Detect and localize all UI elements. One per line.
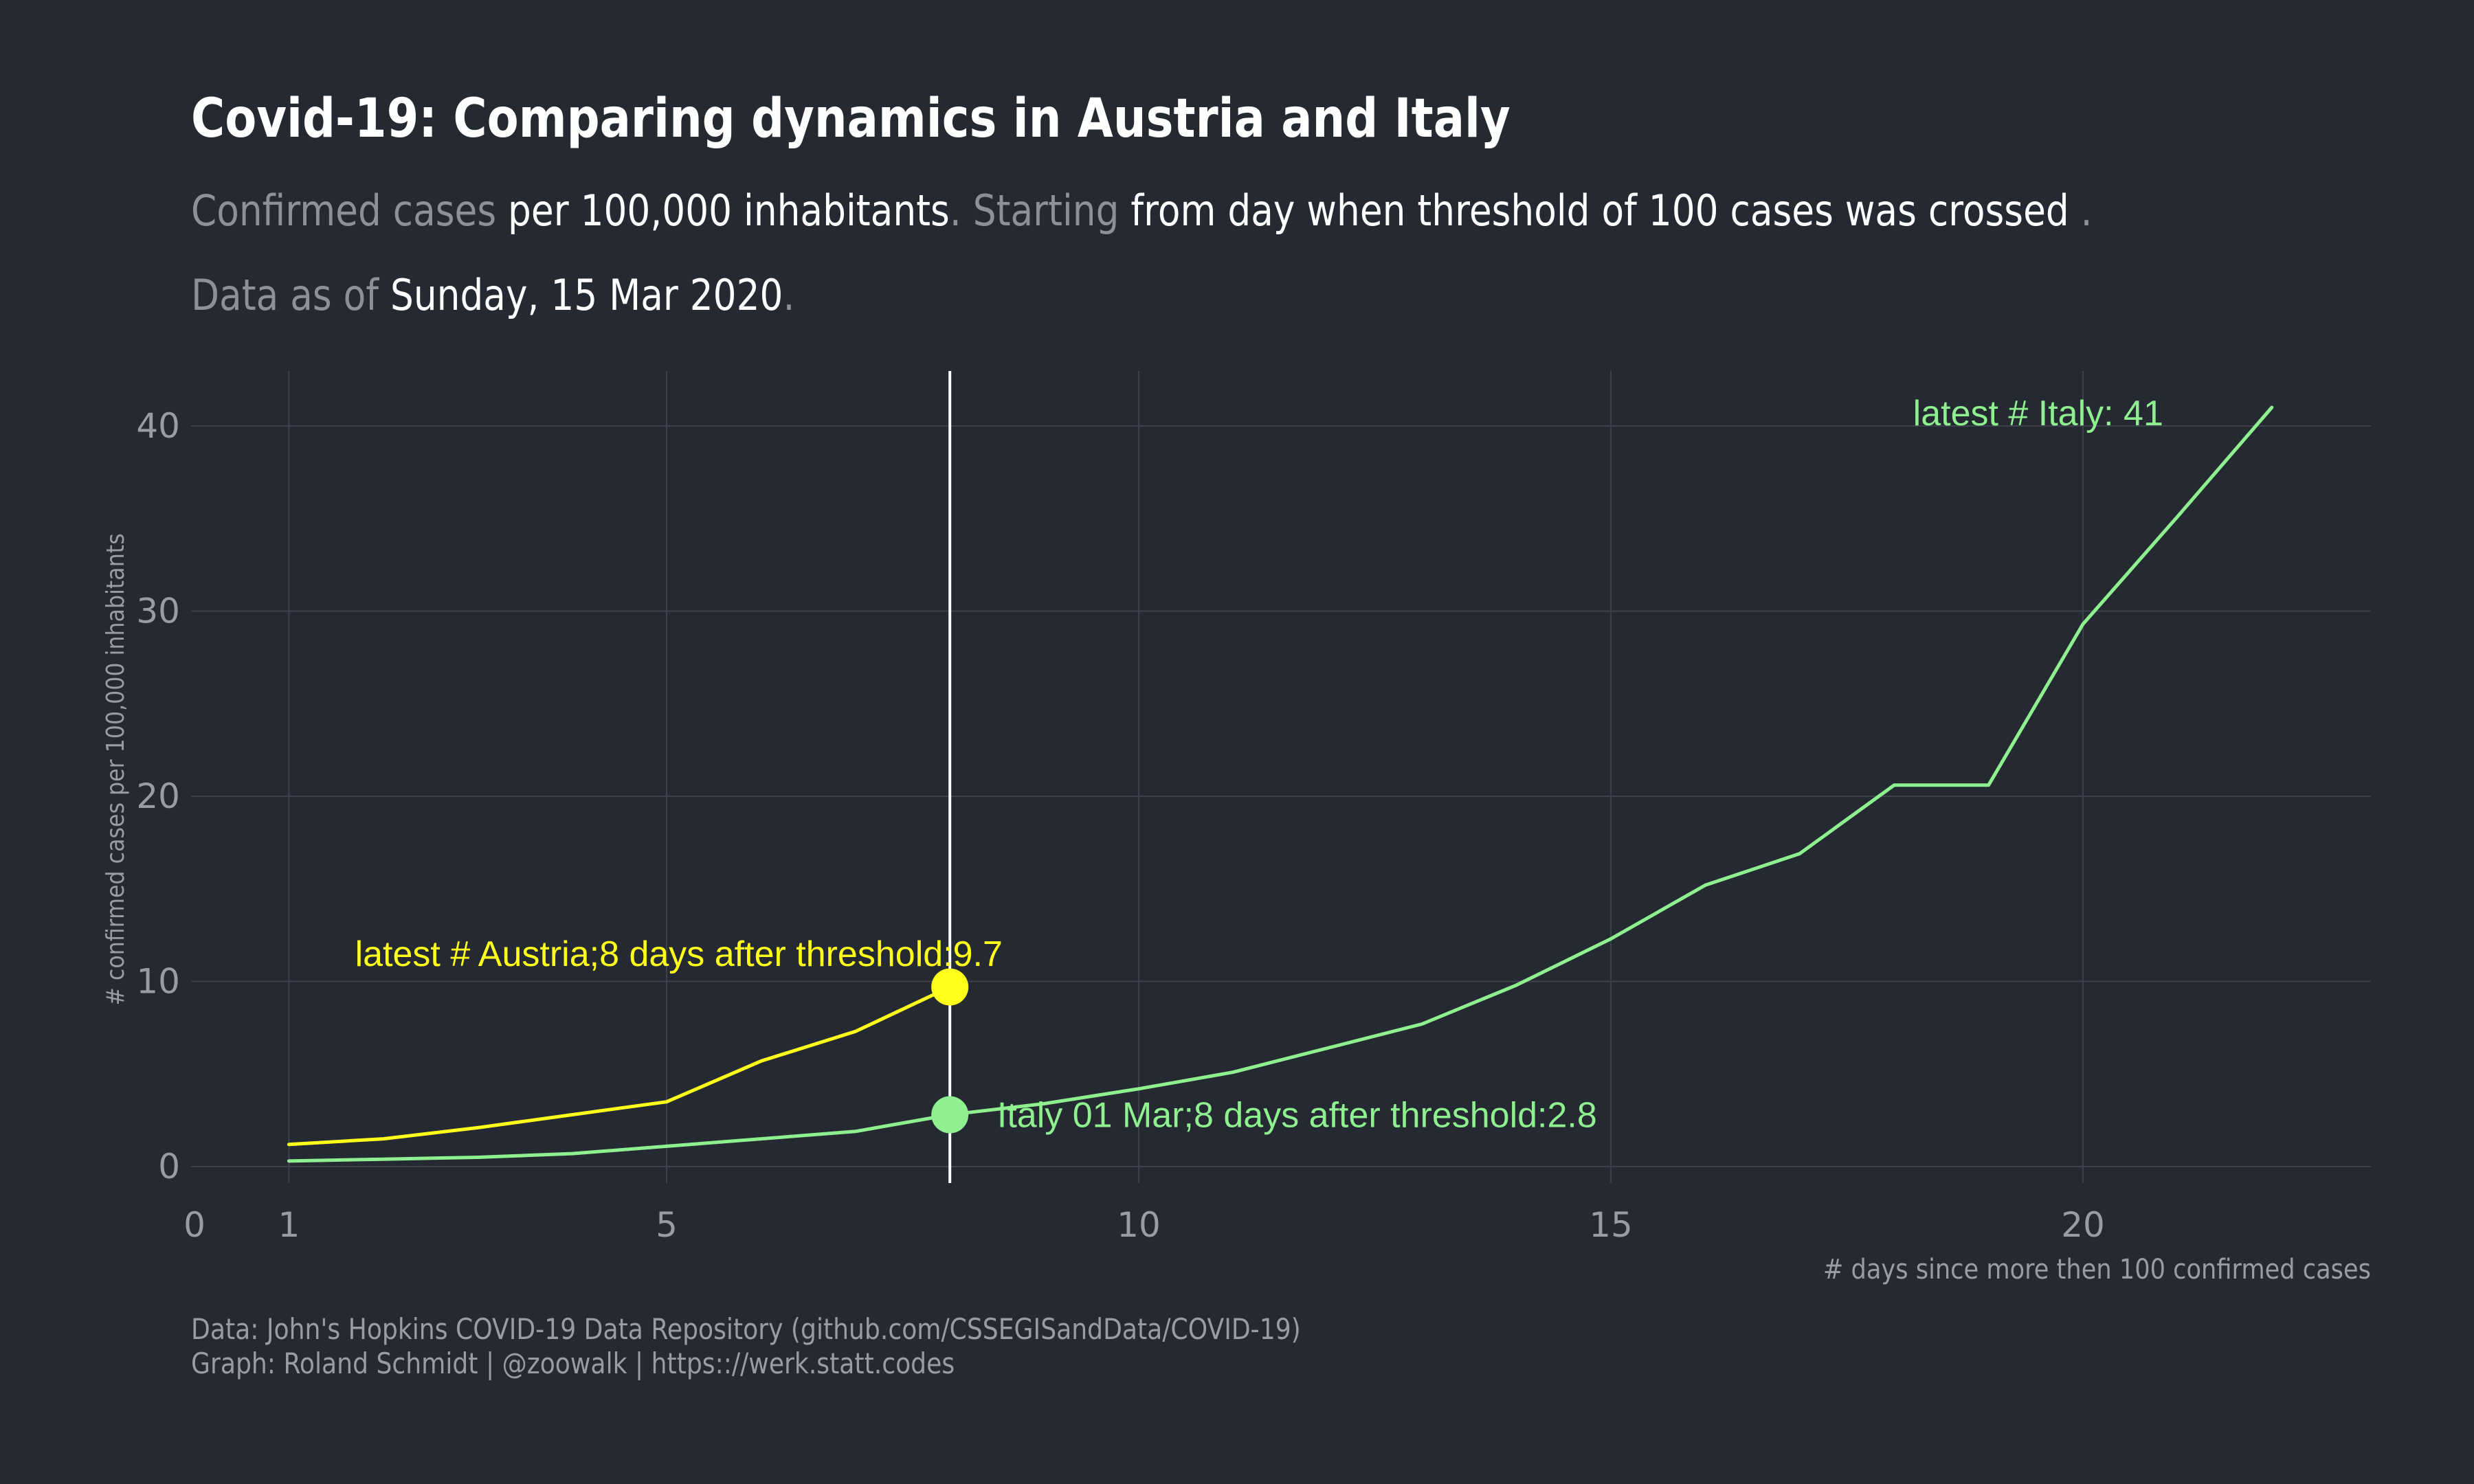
y-tick-label: 0 [158, 1147, 180, 1187]
x-axis-title: # days since more then 100 confirmed cas… [1823, 1253, 2371, 1285]
asof-period: . [783, 270, 795, 320]
subtitle-part-4: from day when threshold of 100 cases was… [1119, 186, 2069, 236]
annotation-label-3: latest # Italy: 41 [1913, 394, 2163, 434]
caption-author: Graph: Roland Schmidt | @zoowalk | https… [191, 1347, 955, 1380]
highlight-point-austria [931, 968, 969, 1006]
y-tick-label: 40 [136, 406, 180, 446]
subtitle-part-2: per 100,000 inhabitants [496, 186, 950, 236]
x-tick-label: 10 [1117, 1205, 1161, 1245]
subtitle-part-1: Confirmed cases [191, 186, 497, 236]
y-tick-label: 20 [136, 776, 180, 816]
x-tick-label: 15 [1589, 1205, 1633, 1245]
x-tick-label: 20 [2061, 1205, 2105, 1245]
y-tick-label: 10 [136, 962, 180, 1002]
subtitle-part-5: . [2069, 186, 2093, 236]
y-axis-title: # confirmed cases per 100,000 inhabitant… [101, 533, 129, 1005]
annotation-label-2: Italy 01 Mar;8 days after threshold:2.8 [997, 1096, 1597, 1136]
chart-subtitle: Confirmed cases per 100,000 inhabitants.… [191, 186, 2093, 236]
caption-source: Data: John's Hopkins COVID-19 Data Repos… [191, 1312, 1301, 1346]
x-tick-label: 0 [183, 1205, 205, 1245]
data-as-of: Data as of Sunday, 15 Mar 2020. [191, 270, 794, 320]
chart-caption: Data: John's Hopkins COVID-19 Data Repos… [191, 1312, 1301, 1381]
asof-date: Sunday, 15 Mar 2020 [390, 270, 783, 320]
annotation-label-1: latest # Austria;8 days after threshold:… [355, 934, 1003, 974]
highlight-point-italy [931, 1096, 969, 1134]
x-tick-label: 1 [278, 1205, 300, 1245]
subtitle-part-3: . Starting [949, 186, 1119, 236]
chart-title: Covid-19: Comparing dynamics in Austria … [191, 88, 1511, 150]
x-tick-label: 5 [656, 1205, 678, 1245]
asof-label: Data as of [191, 270, 391, 320]
series-line-italy [287, 405, 2274, 1163]
y-tick-label: 30 [136, 592, 180, 631]
series-line-austria [287, 985, 952, 1147]
